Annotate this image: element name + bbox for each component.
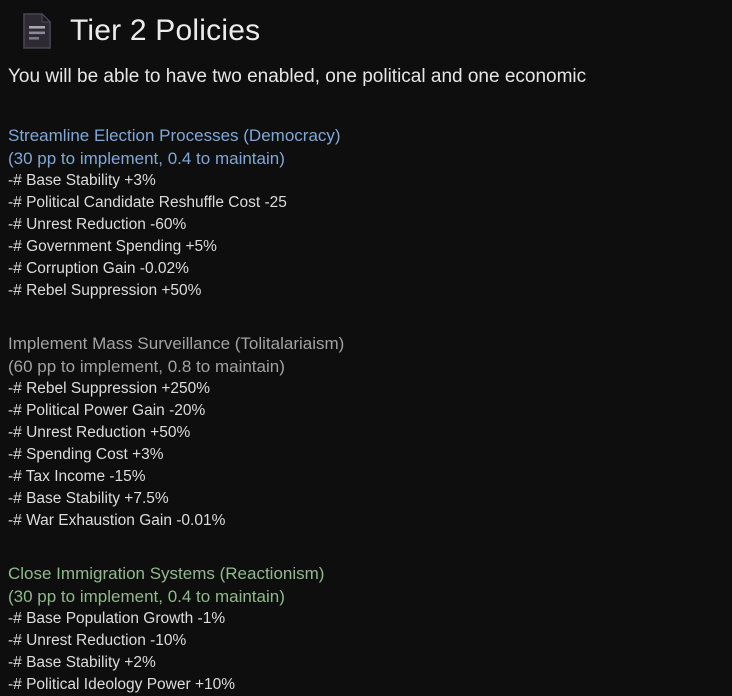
policy-effect: -# Political Candidate Reshuffle Cost -2… xyxy=(8,194,287,211)
policy-cost: (60 pp to implement, 0.8 to maintain) xyxy=(8,357,285,376)
policy-effect: -# Political Ideology Power +10% xyxy=(8,676,236,693)
policy-effect: -# Rebel Suppression +250% xyxy=(8,380,211,397)
policy-effect: -# Base Stability +2% xyxy=(8,654,156,671)
policy-name: Streamline Election Processes (Democracy… xyxy=(8,126,341,145)
subtitle-text: You will be able to have two enabled, on… xyxy=(8,66,587,87)
policy-effect: -# Government Spending +5% xyxy=(8,238,217,255)
page-title: Tier 2 Policies xyxy=(70,14,261,47)
policy-effect: -# Base Stability +3% xyxy=(8,172,156,189)
policy-effect: -# Corruption Gain -0.02% xyxy=(8,260,189,277)
policy-effect: -# Political Power Gain -20% xyxy=(8,402,206,419)
policy-effect: -# Unrest Reduction -60% xyxy=(8,216,187,233)
policy-section-democracy: Streamline Election Processes (Democracy… xyxy=(8,124,724,302)
policy-effect: -# Tax Income -15% xyxy=(8,468,146,485)
policy-name: Close Immigration Systems (Reactionism) xyxy=(8,564,325,583)
policy-effect: -# Unrest Reduction +50% xyxy=(8,424,191,441)
policy-effect: -# War Exhaustion Gain -0.01% xyxy=(8,512,226,529)
policy-section-totalitarianism: Implement Mass Surveillance (Tolitalaria… xyxy=(8,332,724,532)
policy-effect: -# Spending Cost +3% xyxy=(8,446,164,463)
policy-effect: -# Base Population Growth -1% xyxy=(8,610,226,627)
policy-name: Implement Mass Surveillance (Tolitalaria… xyxy=(8,334,345,353)
document-header: Tier 2 Policies xyxy=(20,10,724,52)
policy-cost: (30 pp to implement, 0.4 to maintain) xyxy=(8,149,285,168)
policy-effect: -# Unrest Reduction -10% xyxy=(8,632,187,649)
document-icon xyxy=(20,11,54,51)
policy-effect: -# Base Stability +7.5% xyxy=(8,490,169,507)
policy-effect: -# Rebel Suppression +50% xyxy=(8,282,202,299)
policy-cost: (30 pp to implement, 0.4 to maintain) xyxy=(8,587,285,606)
policy-section-reactionism: Close Immigration Systems (Reactionism) … xyxy=(8,562,724,696)
